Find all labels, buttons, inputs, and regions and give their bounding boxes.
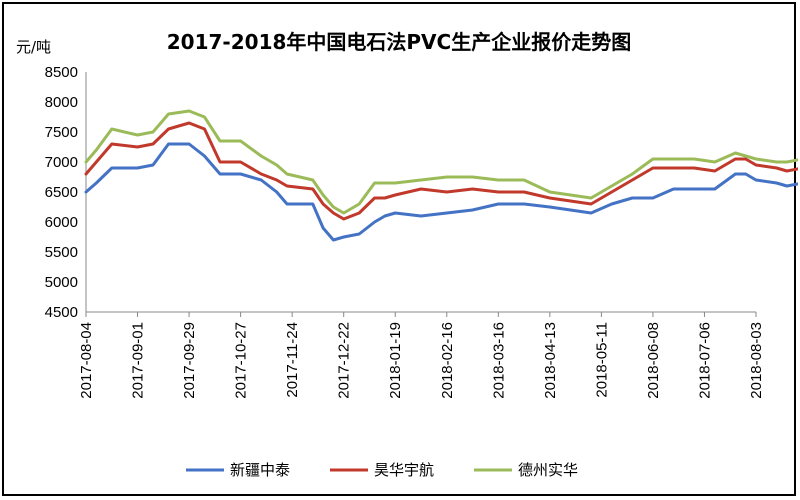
chart-title: 2017-2018年中国电石法PVC生产企业报价走势图 xyxy=(167,30,631,54)
x-tick-label: 2018-01-19 xyxy=(387,322,404,399)
x-tick-label: 2018-07-06 xyxy=(696,322,713,399)
y-tick-label: 6500 xyxy=(45,184,78,201)
series-line-1 xyxy=(84,142,798,242)
x-tick-label: 2017-11-24 xyxy=(284,322,301,398)
legend-label-1: 新疆中泰 xyxy=(230,461,290,479)
y-tick-label: 7500 xyxy=(45,124,78,141)
y-axis-unit-label: 元/吨 xyxy=(16,38,51,56)
x-tick-label: 2017-10-27 xyxy=(233,322,250,399)
legend-label-2: 昊华宇航 xyxy=(374,461,434,479)
x-tick-label: 2017-08-04 xyxy=(78,322,95,399)
x-tick-label: 2017-09-01 xyxy=(130,322,147,399)
y-tick-label: 4500 xyxy=(45,304,78,321)
y-tick-label: 5000 xyxy=(45,274,78,291)
x-tick-label: 2018-02-16 xyxy=(439,322,456,399)
y-tick-label: 7000 xyxy=(45,154,78,171)
legend: 新疆中泰 昊华宇航 德州实华 xyxy=(186,461,578,479)
chart-svg: 2017-2018年中国电石法PVC生产企业报价走势图 元/吨 4500 5000… xyxy=(16,30,798,479)
y-axis: 4500 5000 5500 6000 6500 7000 7500 8000 8500 xyxy=(45,64,87,321)
series-layer xyxy=(84,109,798,242)
x-axis: 2017-08-04 2017-09-01 2017-09-29 2017-10-27… xyxy=(78,311,765,399)
series-line-2 xyxy=(84,121,798,221)
x-tick-label: 2018-05-11 xyxy=(593,322,610,398)
x-tick-label: 2017-09-29 xyxy=(181,322,198,399)
legend-label-3: 德州实华 xyxy=(518,461,578,479)
x-tick-label: 2018-08-03 xyxy=(748,322,765,399)
y-tick-label: 8000 xyxy=(45,94,78,111)
y-tick-label: 8500 xyxy=(45,64,78,81)
y-tick-label: 6000 xyxy=(45,214,78,231)
y-tick-label: 5500 xyxy=(45,244,78,261)
x-tick-label: 2017-12-22 xyxy=(336,322,353,399)
series-line-3 xyxy=(84,109,798,215)
x-tick-label: 2018-06-08 xyxy=(645,322,662,399)
x-tick-label: 2018-03-16 xyxy=(490,322,507,399)
x-tick-label: 2018-04-13 xyxy=(542,322,559,399)
